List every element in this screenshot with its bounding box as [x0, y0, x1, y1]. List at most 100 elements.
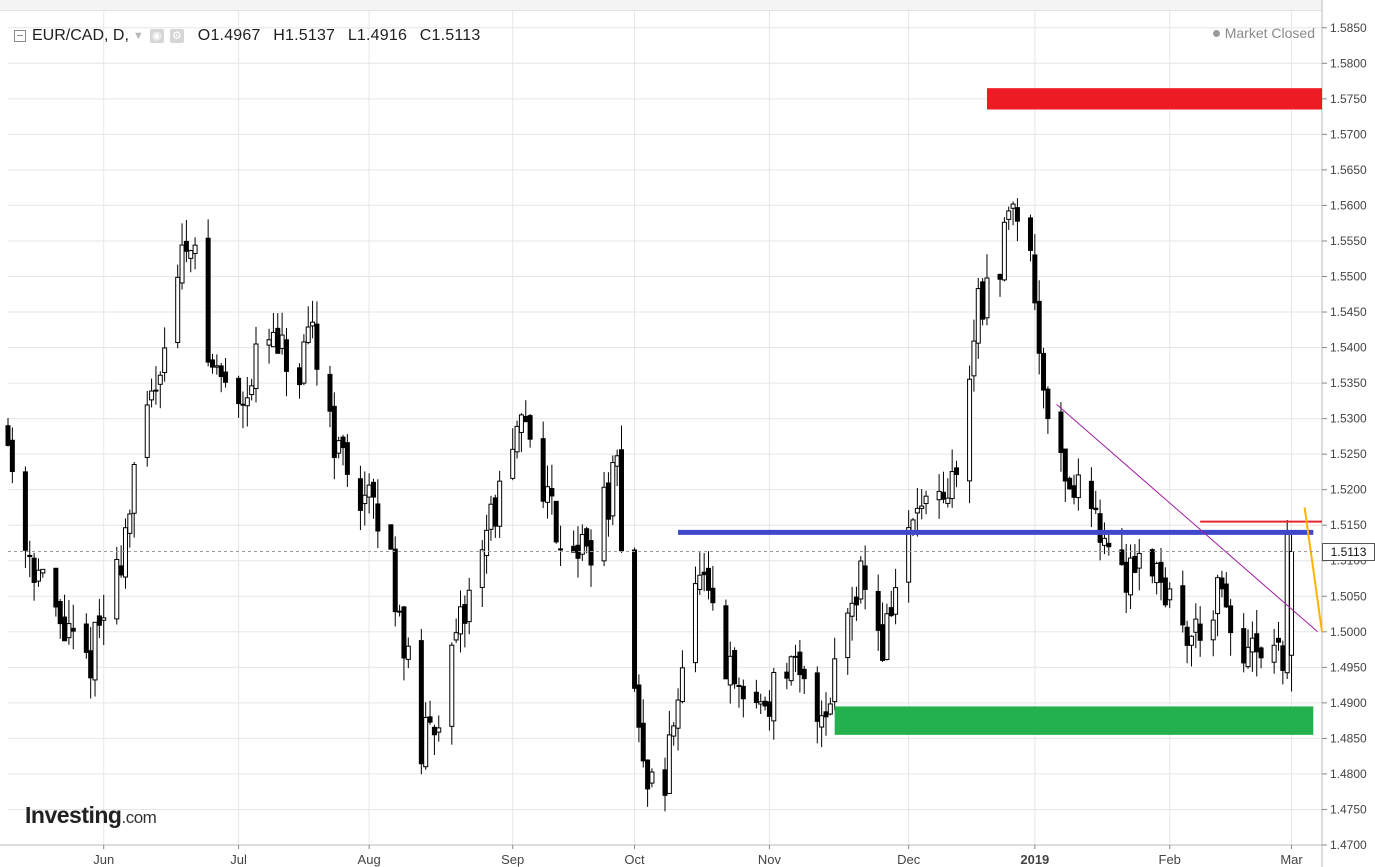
y-tick-label: 1.5300	[1330, 412, 1367, 426]
eye-icon[interactable]: ◉	[149, 29, 164, 43]
gear-icon[interactable]: ⚙	[169, 29, 184, 43]
collapse-legend-icon[interactable]	[14, 30, 26, 42]
candle-body	[83, 623, 89, 653]
candle-body	[57, 600, 63, 625]
candle	[819, 700, 825, 748]
candle	[510, 428, 516, 481]
candle	[92, 621, 98, 697]
candle-body	[893, 587, 899, 615]
candle-body	[1045, 388, 1051, 420]
candle	[1215, 574, 1221, 637]
candle	[188, 249, 194, 273]
candle	[9, 427, 15, 484]
candle-body	[584, 528, 590, 547]
candle	[479, 540, 485, 608]
candle	[814, 666, 820, 744]
annotations	[678, 88, 1323, 735]
candle-body	[357, 478, 363, 511]
y-tick-label: 1.4850	[1330, 731, 1367, 745]
chevron-down-icon[interactable]: ▼	[132, 30, 144, 42]
support-zone	[834, 706, 1314, 735]
candle	[462, 595, 468, 648]
candle	[149, 378, 155, 408]
candle	[57, 599, 63, 639]
candle-body	[279, 334, 285, 349]
candle	[1223, 572, 1229, 609]
candle-body	[344, 442, 350, 475]
candle-body	[1249, 637, 1255, 653]
candle	[884, 603, 890, 661]
candle	[797, 639, 803, 693]
candle-body	[793, 655, 799, 658]
candle	[370, 478, 376, 519]
candle	[1254, 610, 1260, 677]
candle-body	[588, 540, 594, 566]
candle-body	[997, 273, 1003, 280]
candle	[679, 650, 685, 704]
candle-body	[1228, 605, 1234, 634]
candle-body	[297, 367, 303, 386]
candle-body	[397, 610, 403, 613]
candle	[893, 568, 899, 625]
candle-body	[845, 612, 851, 659]
low-key: L	[347, 27, 357, 44]
candle-body	[862, 565, 868, 590]
candle	[218, 363, 224, 393]
candle	[118, 545, 124, 578]
candle	[466, 577, 472, 635]
candle-body	[1101, 537, 1107, 546]
candle	[270, 312, 276, 348]
candle-body	[449, 644, 455, 727]
candle	[1093, 490, 1099, 515]
candle-body	[5, 425, 11, 446]
candle	[553, 500, 559, 544]
candle-body	[1071, 485, 1077, 498]
candle	[940, 471, 946, 504]
candle	[793, 644, 799, 672]
candle	[1149, 548, 1155, 584]
candle-body	[88, 650, 94, 679]
candle	[175, 264, 181, 349]
candle-body	[701, 571, 707, 576]
candle-body	[819, 715, 825, 728]
candle-body	[488, 503, 494, 530]
candle-body	[392, 548, 398, 613]
candle	[584, 526, 590, 554]
x-tick-label: Oct	[624, 852, 645, 867]
candle	[310, 300, 316, 339]
candle-body	[1271, 644, 1277, 663]
candle-body	[671, 725, 677, 737]
candle-body	[1167, 588, 1173, 601]
candle	[662, 757, 668, 812]
candle	[727, 641, 733, 704]
candle	[1188, 635, 1194, 667]
candle	[514, 420, 520, 459]
candle-body	[732, 650, 738, 685]
candle	[331, 392, 337, 480]
candle	[340, 434, 346, 466]
candle	[427, 700, 433, 725]
candle	[853, 586, 859, 621]
candle-body	[427, 716, 433, 723]
candle	[1027, 214, 1033, 262]
candle-body	[766, 701, 772, 717]
candle	[1154, 561, 1160, 595]
candle-body	[223, 371, 229, 383]
candle-body	[66, 623, 72, 639]
candle	[1241, 613, 1247, 673]
candle	[858, 556, 864, 604]
candle	[1249, 621, 1255, 672]
candle-body	[518, 414, 524, 433]
candle-body	[35, 569, 41, 582]
candle-body	[727, 655, 733, 686]
candle	[692, 566, 698, 673]
candle-body	[453, 632, 459, 641]
candle	[1162, 567, 1168, 608]
candle-body	[636, 684, 642, 728]
candle	[914, 487, 920, 537]
x-tick-label: Jun	[93, 852, 114, 867]
candle	[1123, 544, 1129, 614]
candle	[518, 413, 524, 453]
symbol-label[interactable]: EUR/CAD, D,	[32, 27, 129, 44]
candle	[771, 667, 777, 740]
